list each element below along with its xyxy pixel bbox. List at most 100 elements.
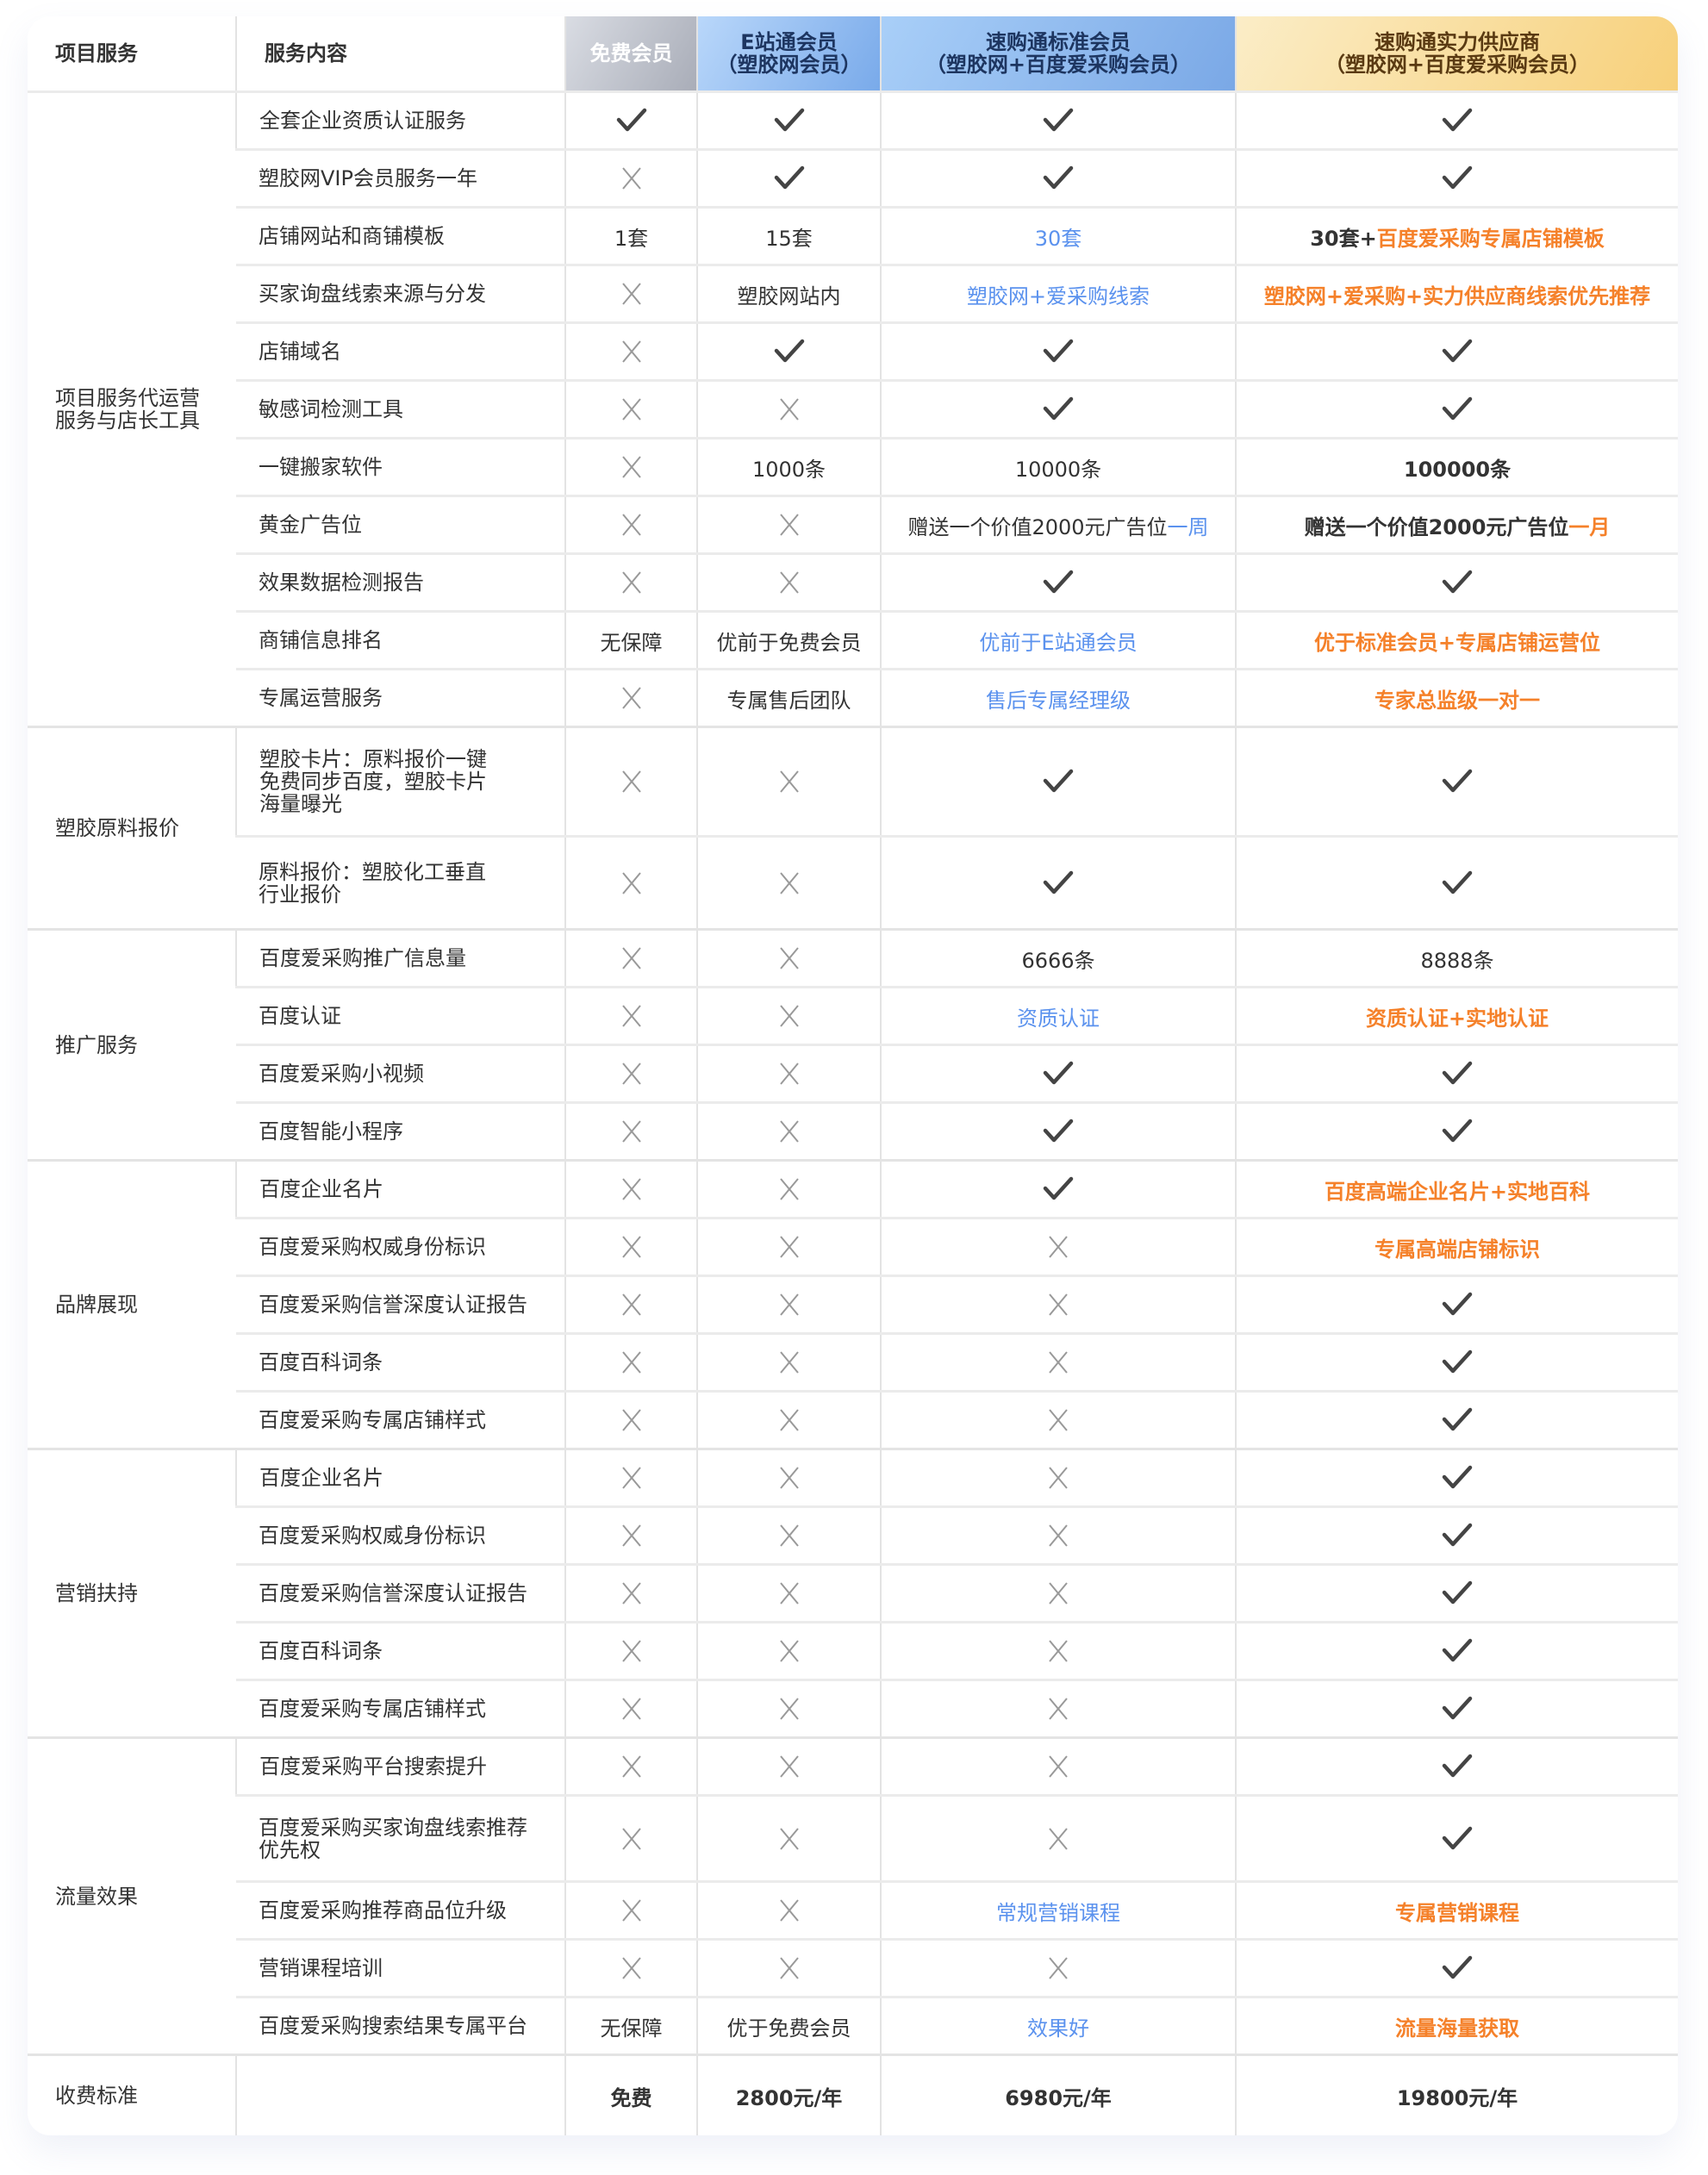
service-name: 买家询盘线索来源与分发: [236, 265, 565, 324]
tier-cell: 资质认证+实地认证: [1235, 987, 1678, 1046]
cross-icon: [1049, 1698, 1068, 1720]
tier-cell: 1套: [564, 207, 697, 266]
service-name: 百度爱采购专属店铺样式: [236, 1391, 565, 1450]
tier-cell: [1235, 1622, 1678, 1681]
check-icon: [1442, 1754, 1473, 1778]
check-icon: [1442, 1955, 1473, 1979]
tier-cell: 1000条: [696, 438, 881, 497]
cross-icon: [621, 1467, 641, 1489]
tier-cell: [1235, 91, 1678, 151]
cross-icon: [621, 1005, 641, 1027]
tier-cell: [1235, 1044, 1678, 1104]
tier-cell: 6666条: [880, 929, 1236, 988]
table-row: 百度爱采购专属店铺样式: [28, 1680, 1678, 1739]
check-icon: [1442, 1826, 1473, 1849]
check-icon: [1442, 1292, 1473, 1316]
tier-cell: [1235, 553, 1678, 613]
cross-icon: [779, 1640, 799, 1662]
cross-icon: [1049, 1351, 1068, 1374]
table-row: 百度百科词条: [28, 1622, 1678, 1681]
fee-label: 收费标准: [55, 2084, 138, 2108]
check-icon: [1442, 396, 1473, 421]
cell-text: 无保障: [600, 630, 663, 655]
cross-icon: [621, 1236, 641, 1258]
tier-cell: 30套+百度爱采购专属店铺模板: [1235, 207, 1678, 266]
check-icon: [1442, 870, 1473, 894]
cross-icon: [1049, 1467, 1068, 1489]
cross-icon: [779, 770, 799, 793]
cross-icon: [779, 1409, 799, 1431]
tier-cell: [564, 1218, 697, 1277]
cross-icon: [621, 283, 641, 305]
tier-cell: [880, 726, 1236, 838]
tier-cell: [564, 1795, 697, 1883]
table-row: 百度爱采购权威身份标识 专属高端店铺标识: [28, 1218, 1678, 1277]
tier-cell: [880, 1622, 1236, 1681]
cell-text-segment: 塑胶网+爱采购+实力供应商线索优先推荐: [1263, 284, 1651, 308]
tier-cell: [696, 1333, 881, 1393]
cross-icon: [779, 1120, 799, 1143]
tier-cell: 100000条: [1235, 438, 1678, 497]
tier-cell: [696, 1102, 881, 1162]
cross-icon: [621, 1120, 641, 1143]
table-row: 百度爱采购搜索结果专属平台 无保障 优于免费会员 效果好 流量海量获取: [28, 1997, 1678, 2056]
cross-icon: [621, 1640, 641, 1662]
tier-cell: [880, 1564, 1236, 1623]
tier-cell: [880, 1737, 1236, 1797]
cell-text-segment: 售后专属经理级: [986, 688, 1131, 713]
cell-text: 8888条: [1420, 948, 1494, 973]
table-row: 品牌展现 百度企业名片 百度高端企业名片+实地百科: [28, 1160, 1678, 1450]
cross-icon: [779, 1178, 799, 1200]
table-row: 百度爱采购推荐商品位升级 常规营销课程 专属营销课程: [28, 1881, 1678, 1941]
table-row: 流量效果 百度爱采购平台搜索提升: [28, 1737, 1678, 2056]
service-name: 商铺信息排名: [236, 611, 565, 670]
check-icon: [1442, 1465, 1473, 1489]
tier-cell: [696, 1622, 881, 1681]
cross-icon: [621, 1409, 641, 1431]
tier-cell: [564, 987, 697, 1046]
table-row: 百度智能小程序: [28, 1102, 1678, 1162]
cell-text: 优前于免费会员: [716, 630, 862, 655]
table-row: 专属运营服务 专属售后团队 售后专属经理级 专家总监级一对一: [28, 669, 1678, 728]
tier-cell: [1235, 1564, 1678, 1623]
cross-icon: [621, 1899, 641, 1922]
tier-cell: [564, 1275, 697, 1335]
tier-cell: 优前于免费会员: [696, 611, 881, 670]
service-name: 塑胶卡片：原料报价一键 免费同步百度，塑胶卡片 海量曝光: [235, 726, 565, 838]
cell-text: 专属售后团队: [726, 688, 851, 713]
tier-cell: 效果好: [880, 1997, 1236, 2056]
fee-price: 19800元/年: [1235, 2054, 1678, 2135]
service-name: 店铺域名: [236, 322, 565, 382]
cross-icon: [621, 871, 641, 894]
cell-text: 1000条: [751, 457, 826, 482]
header-free-member: 免费会员: [564, 16, 697, 93]
cell-text-segment: 效果好: [1027, 2016, 1089, 2041]
cell-text: 15套: [765, 226, 813, 251]
header-supplier-member: 速购通实力供应商 （塑胶网+百度爱采购会员）: [1235, 16, 1678, 93]
tier-cell: [696, 1737, 881, 1797]
check-icon: [1442, 339, 1473, 363]
check-icon: [616, 108, 646, 132]
cell-text-segment: 30套: [1034, 226, 1082, 251]
service-name: 塑胶网VIP会员服务一年: [236, 149, 565, 209]
service-name: 百度爱采购搜索结果专属平台: [236, 1997, 565, 2056]
fee-price: 6980元/年: [880, 2054, 1236, 2135]
table-row: 推广服务 百度爱采购推广信息量 6666条 8888条: [28, 929, 1678, 1162]
cell-text-segment: 优前于E站通会员: [979, 630, 1138, 655]
tier-cell: [564, 1939, 697, 1998]
tier-cell: [880, 380, 1236, 439]
cross-icon: [779, 1698, 799, 1720]
check-icon: [774, 339, 804, 363]
table-row: 百度爱采购权威身份标识: [28, 1506, 1678, 1566]
cell-text-segment: 专家总监级一对一: [1375, 688, 1540, 713]
tier-cell: 专属高端店铺标识: [1235, 1218, 1678, 1277]
table-row: 营销课程培训: [28, 1939, 1678, 1998]
tier-cell: [564, 1737, 697, 1797]
check-icon: [1442, 1061, 1473, 1085]
tier-cell: [696, 1939, 881, 1998]
cross-icon: [621, 1755, 641, 1778]
tier-cell: [880, 1939, 1236, 1998]
table-row: 买家询盘线索来源与分发 塑胶网站内 塑胶网+爱采购线索 塑胶网+爱采购+实力供应商线索…: [28, 265, 1678, 324]
service-name: 全套企业资质认证服务: [235, 91, 565, 151]
tier-cell: [564, 929, 697, 988]
